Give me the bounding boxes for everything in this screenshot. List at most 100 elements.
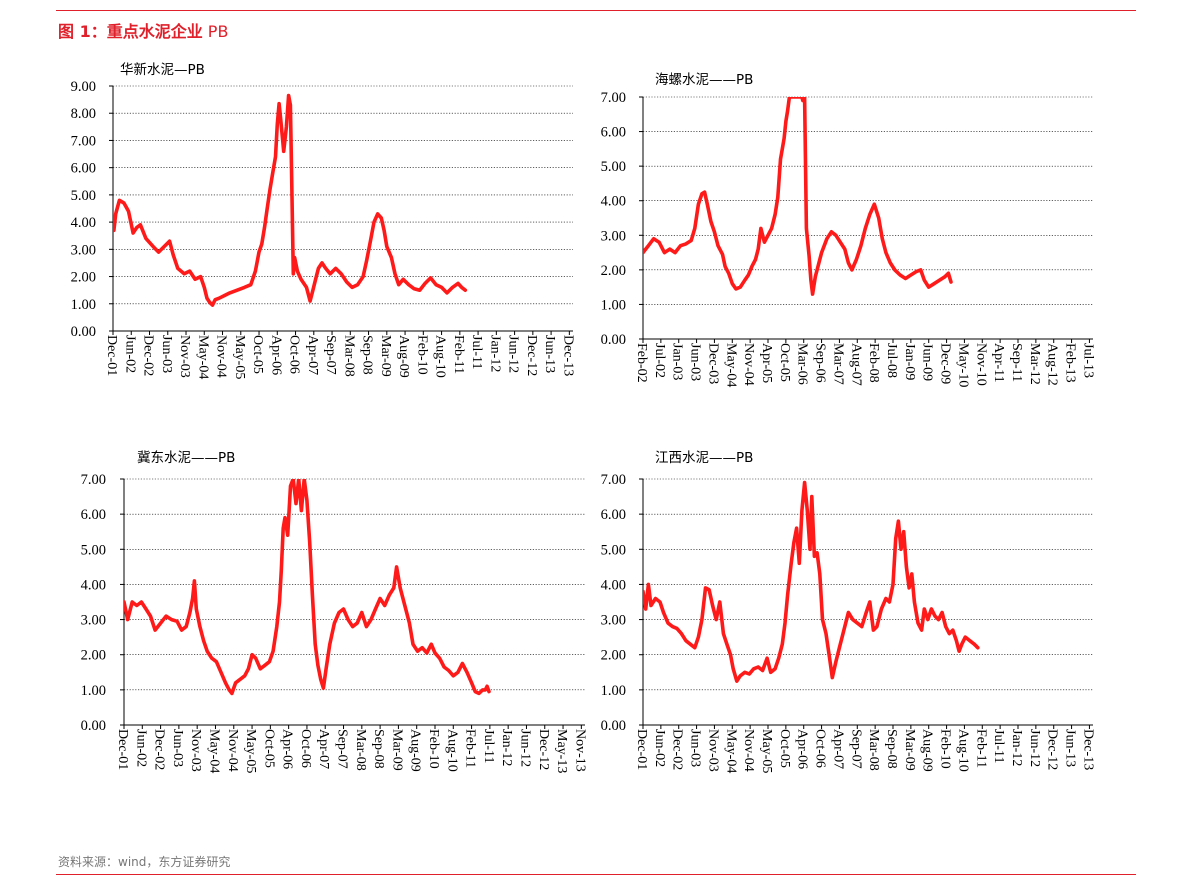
x-tick-label: Dec-13: [1080, 729, 1095, 770]
x-tick-label: May-10: [955, 343, 970, 387]
y-tick-label: 2.00: [71, 270, 96, 286]
y-tick-label: 0.00: [81, 718, 106, 734]
x-tick-label: Nov-03: [177, 335, 192, 378]
x-tick-label: Nov-13: [572, 729, 587, 772]
y-tick-label: 3.00: [601, 613, 626, 629]
y-tick-label: 1.00: [71, 297, 96, 313]
x-tick-label: Oct-05: [261, 729, 276, 768]
x-tick-label: Jul-11: [469, 335, 484, 369]
x-tick-label: Feb-10: [938, 729, 953, 769]
x-tick-label: Apr-06: [280, 729, 295, 769]
x-tick-label: Apr-07: [830, 729, 845, 769]
x-tick-label: Nov-10: [973, 343, 988, 386]
x-tick-label: Aug-09: [396, 335, 411, 378]
y-tick-label: 4.00: [71, 215, 96, 231]
x-tick-label: Feb-08: [866, 343, 881, 383]
chart-title: 海螺水泥——PB: [655, 72, 754, 88]
x-tick-label: Aug-07: [848, 343, 863, 386]
y-tick-label: 1.00: [81, 683, 106, 699]
x-tick-label: Feb-11: [451, 335, 466, 374]
series-line: [113, 93, 468, 307]
x-tick-label: Dec-13: [560, 335, 575, 376]
y-tick-label: 6.00: [81, 507, 106, 523]
x-tick-label: Dec-12: [536, 729, 551, 770]
x-tick-label: Oct-06: [298, 729, 313, 768]
y-tick-label: 7.00: [601, 472, 626, 488]
x-tick-label: Sep-08: [884, 729, 899, 769]
y-tick-label: 4.00: [81, 577, 106, 593]
x-tick-label: Feb-13: [1063, 343, 1078, 383]
x-tick-label: Jun-09: [920, 343, 935, 381]
y-tick-label: 3.00: [81, 613, 106, 629]
x-tick-label: Nov-04: [741, 729, 756, 772]
y-tick-label: 0.00: [601, 332, 626, 348]
figure-title: 图 1：重点水泥企业 PB: [58, 18, 228, 42]
x-tick-label: Mar-08: [341, 335, 356, 377]
x-tick-label: Apr-07: [305, 335, 320, 375]
x-tick-label: Jan-09: [902, 343, 917, 380]
x-tick-label: Feb-10: [426, 729, 441, 769]
x-tick-label: Jun-02: [133, 729, 148, 767]
x-tick-label: Sep-08: [360, 335, 375, 375]
x-tick-label: Dec-09: [938, 343, 953, 384]
y-tick-label: 4.00: [601, 194, 626, 210]
x-tick-label: Feb-11: [463, 729, 478, 768]
figure-title-main: 图 1：重点水泥企业: [58, 22, 203, 41]
x-tick-label: Jun-02: [652, 729, 667, 767]
x-tick-label: Dec-12: [524, 335, 539, 376]
x-tick-label: Sep-08: [371, 729, 386, 769]
x-tick-label: Jul-08: [884, 343, 899, 378]
y-tick-label: 7.00: [71, 133, 96, 149]
series-line: [643, 480, 980, 683]
x-tick-label: Feb-02: [634, 343, 649, 383]
y-tick-label: 9.00: [71, 79, 96, 95]
x-tick-label: May-04: [723, 343, 738, 387]
x-tick-label: Mar-07: [830, 343, 845, 385]
y-tick-label: 5.00: [601, 159, 626, 175]
x-tick-label: Sep-11: [1009, 343, 1024, 382]
x-tick-label: Mar-09: [902, 729, 917, 771]
x-tick-label: Jun-13: [1063, 729, 1078, 767]
y-tick-label: 5.00: [601, 542, 626, 558]
x-tick-label: Dec-02: [152, 729, 167, 770]
y-tick-label: 6.00: [601, 125, 626, 141]
x-tick-label: Jan-12: [487, 335, 502, 372]
y-tick-label: 2.00: [601, 263, 626, 279]
x-tick-label: Jun-12: [1027, 729, 1042, 767]
x-tick-label: May-04: [195, 335, 210, 379]
source-note: 资料来源：wind，东方证券研究: [58, 855, 231, 869]
chart-title: 华新水泥—PB: [120, 62, 205, 78]
x-tick-label: Jun-12: [517, 729, 532, 767]
x-tick-label: Jun-03: [688, 729, 703, 767]
chart-title: 冀东水泥——PB: [137, 450, 236, 466]
y-tick-label: 6.00: [71, 161, 96, 177]
y-tick-label: 4.00: [601, 577, 626, 593]
x-tick-label: Mar-08: [353, 729, 368, 771]
x-tick-label: Mar-08: [866, 729, 881, 771]
x-tick-label: Oct-05: [777, 343, 792, 382]
x-tick-label: May-05: [759, 729, 774, 773]
x-tick-label: Apr-07: [316, 729, 331, 769]
x-tick-label: Oct-06: [813, 729, 828, 768]
series-line: [124, 479, 491, 696]
y-tick-label: 8.00: [71, 106, 96, 122]
x-tick-label: Nov-04: [741, 343, 756, 386]
figure-title-suffix: PB: [202, 22, 229, 41]
x-tick-label: Jul-11: [481, 729, 496, 763]
x-tick-label: Jun-12: [506, 335, 521, 373]
chart-svg-huaxin: 0.00 1.00 2.00 3.00 4.00 5.00 6.00 7.00 8.00 9.00…: [71, 79, 576, 379]
x-tick-label: Mar-09: [378, 335, 393, 377]
x-tick-label: Oct-06: [287, 335, 302, 374]
top-rule: [56, 10, 1136, 11]
x-tick-label: May-13: [554, 729, 569, 773]
x-tick-label: Feb-11: [973, 729, 988, 768]
x-tick-label: Sep-07: [848, 729, 863, 769]
x-tick-label: Mar-06: [795, 343, 810, 385]
x-tick-label: Dec-02: [670, 729, 685, 770]
y-tick-label: 5.00: [81, 542, 106, 558]
x-tick-label: May-05: [232, 335, 247, 379]
x-tick-label: Aug-10: [955, 729, 970, 772]
